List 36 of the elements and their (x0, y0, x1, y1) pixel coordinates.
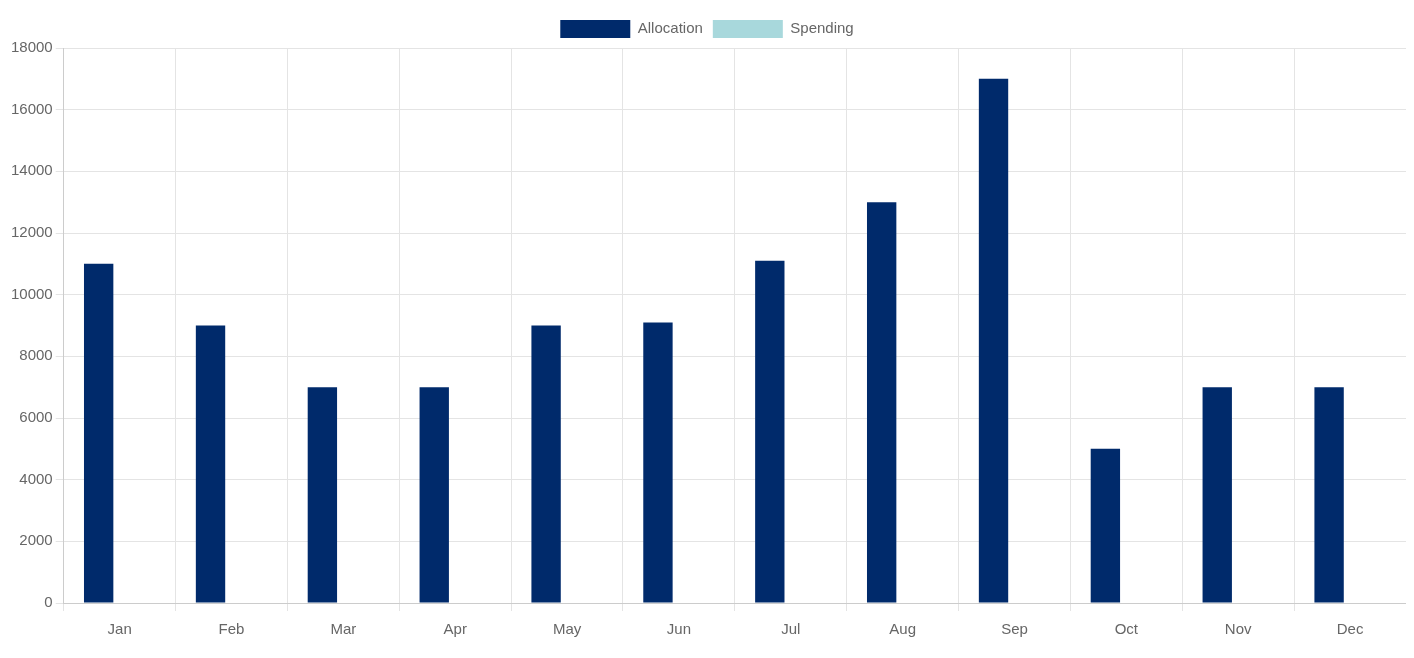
x-tick-label: Sep (1001, 620, 1028, 638)
bar (531, 325, 561, 603)
bar (1314, 387, 1344, 603)
bar (83, 263, 114, 603)
legend-label: Allocation (637, 19, 703, 37)
y-tick-label: 0 (44, 593, 53, 611)
x-tick-label: Mar (330, 620, 357, 638)
y-tick-label: 4000 (19, 469, 53, 487)
y-tick-label: 16000 (10, 99, 53, 117)
bar (978, 78, 1009, 603)
bar (1202, 387, 1232, 603)
x-tick-label: Jun (666, 620, 692, 638)
y-tick-label: 10000 (10, 284, 53, 302)
x-tick-label: May (552, 620, 582, 638)
y-tick-label: 14000 (10, 161, 53, 179)
x-tick-label: Apr (443, 620, 467, 638)
x-tick-label: Jul (781, 620, 801, 638)
x-tick-label: Aug (889, 620, 916, 638)
y-tick-label: 6000 (19, 408, 53, 426)
x-tick-label: Oct (1114, 620, 1139, 638)
bar (307, 387, 338, 603)
legend-label: Spending (790, 19, 854, 37)
bar (195, 325, 226, 603)
y-tick-label: 8000 (19, 346, 53, 364)
bar (866, 202, 897, 603)
bar (755, 260, 785, 603)
y-tick-label: 2000 (19, 531, 53, 549)
y-tick-label: 18000 (10, 38, 53, 56)
bar (1090, 448, 1121, 603)
x-tick-label: Dec (1336, 620, 1364, 638)
bar (643, 322, 673, 603)
x-tick-label: Jan (107, 620, 132, 638)
bar (419, 387, 449, 603)
x-tick-label: Nov (1224, 620, 1253, 638)
y-tick-label: 12000 (10, 223, 53, 241)
x-tick-label: Feb (218, 620, 245, 638)
